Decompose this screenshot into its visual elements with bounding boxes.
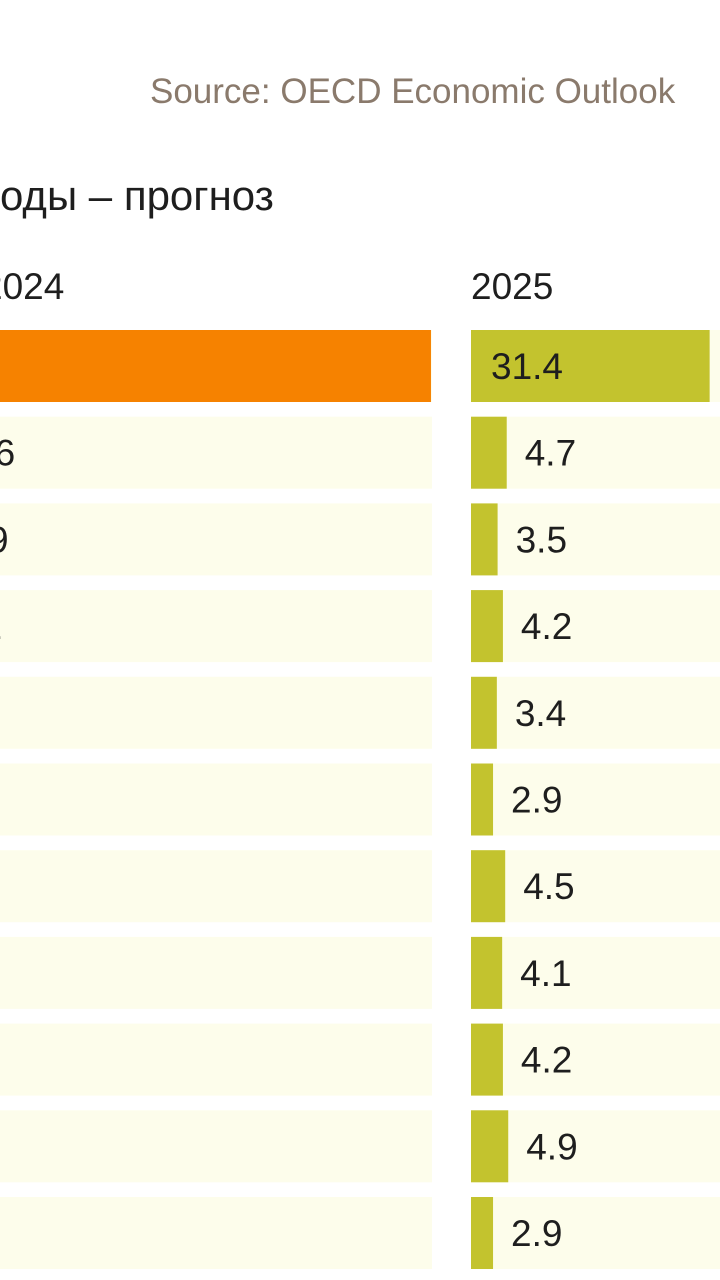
data-label-2025-8: 4.2 [521,1040,572,1081]
row-background-2024-1 [0,416,432,489]
row-background-2025-2 [471,503,720,576]
data-label-2025-10: 2.9 [511,1213,562,1254]
row-background-2025-10 [471,1197,720,1269]
data-label-2025-7: 4.1 [520,953,571,994]
data-label-2024-3: 5.2 [0,606,2,647]
row-background-2025-1 [471,416,720,489]
bar-2025-10 [471,1197,494,1269]
row-background-2024-3 [0,590,432,663]
row-background-2024-6 [0,850,432,923]
bar-2025-2 [471,503,498,576]
row-background-2025-5 [471,763,720,836]
series-label-2024: 2024 [0,266,65,307]
row-background-2025-9 [471,1110,720,1183]
row-background-2025-3 [471,590,720,663]
bar-2025-7 [471,936,503,1009]
row-background-2024-9 [0,1110,432,1183]
data-label-2025-3: 4.2 [521,606,572,647]
data-label-2025-9: 4.9 [526,1126,577,1167]
data-label-2024-2: 5.9 [0,519,9,560]
row-background-2024-7 [0,936,432,1009]
row-background-2024-8 [0,1023,432,1096]
bar-2025-9 [471,1110,509,1183]
row-background-2024-5 [0,763,432,836]
series-label-2025: 2025 [471,266,554,307]
row-background-2025-4 [471,676,720,749]
bar-2024-0 [0,330,431,402]
data-label-2025-5: 2.9 [511,780,562,821]
source-note: Source: OECD Economic Outlook [150,72,676,111]
chart-subtitle: оды – прогноз [0,172,274,219]
data-label-2025-4: 3.4 [515,693,566,734]
bar-2025-8 [471,1023,503,1096]
row-background-2024-4 [0,676,432,749]
row-background-2025-6 [471,850,720,923]
bar-2025-1 [471,416,507,489]
row-background-2024-2 [0,503,432,576]
row-background-2024-10 [0,1197,432,1269]
data-label-2025-0: 31.4 [491,346,563,387]
bar-2025-6 [471,850,506,923]
bar-2025-4 [471,676,497,749]
row-background-2025-8 [471,1023,720,1096]
data-label-2025-6: 4.5 [523,866,574,907]
data-label-2024-1: 6.6 [0,433,15,474]
data-label-2025-2: 3.5 [516,519,567,560]
data-label-2025-1: 4.7 [525,433,576,474]
row-background-2025-7 [471,936,720,1009]
bar-2025-5 [471,763,494,836]
bar-2025-3 [471,590,503,663]
bar-2025-0 [471,330,710,402]
